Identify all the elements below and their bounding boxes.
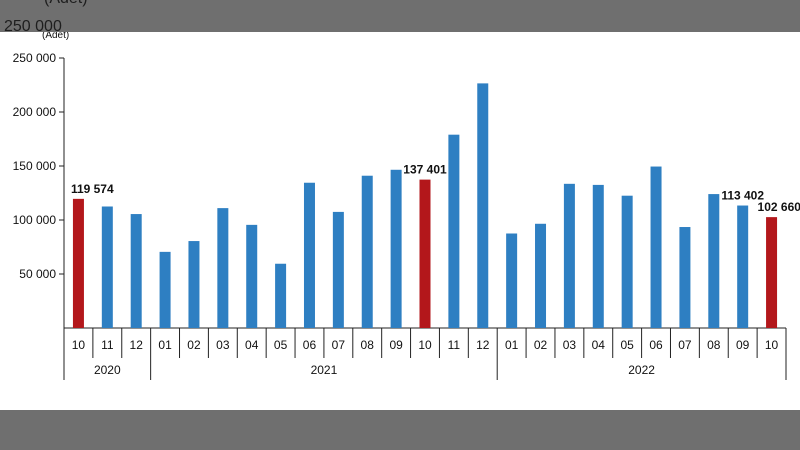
bars [72, 83, 778, 328]
bar [679, 227, 691, 328]
x-tick-label: 03 [216, 338, 230, 352]
x-tick-label: 02 [187, 338, 201, 352]
x-tick-label: 12 [476, 338, 490, 352]
data-label: 102 660 [758, 200, 800, 214]
y-tick-label: 50 000 [19, 267, 56, 281]
bar [101, 206, 113, 328]
bar [535, 223, 547, 328]
x-tick-label: 11 [101, 338, 114, 352]
data-label: 119 574 [71, 182, 114, 196]
x-tick-label: 01 [505, 338, 519, 352]
bar [246, 224, 258, 328]
y-tick-label: 250 000 [13, 51, 57, 65]
bar [130, 214, 142, 328]
chart-panel: 50 000 100 000 150 000 200 000 250 000 (Adet)… [0, 32, 800, 410]
x-tick-label: 12 [130, 338, 144, 352]
year-label: 2022 [628, 363, 655, 377]
bar [477, 83, 489, 328]
bar [563, 183, 575, 328]
labels: 50 000 100 000 150 000 200 000 250 000 (Adet)… [13, 32, 800, 377]
x-tick-label: 02 [534, 338, 548, 352]
data-label: 137 401 [403, 163, 447, 177]
x-tick-label: 11 [448, 338, 461, 352]
x-tick-label: 07 [678, 338, 692, 352]
x-tick-label: 01 [158, 338, 172, 352]
bar [650, 166, 662, 328]
bar [708, 194, 720, 328]
y-tick-label: 100 000 [13, 213, 57, 227]
x-tick-label: 09 [736, 338, 750, 352]
bar [361, 175, 373, 328]
ghost-unit-label: (Adet) [44, 0, 88, 8]
ghost-header: (Adet) 250 000 [0, 0, 800, 32]
bar [159, 251, 171, 328]
bar [303, 182, 315, 328]
bar-chart: 50 000 100 000 150 000 200 000 250 000 (Adet)… [13, 32, 800, 380]
x-tick-label: 04 [245, 338, 259, 352]
x-tick-label: 05 [274, 338, 288, 352]
bar [506, 233, 518, 328]
year-label: 2021 [311, 363, 338, 377]
bar [448, 134, 460, 328]
x-tick-label: 04 [592, 338, 606, 352]
x-tick-label: 10 [418, 338, 432, 352]
x-tick-label: 08 [707, 338, 721, 352]
x-tick-label: 05 [620, 338, 634, 352]
x-tick-label: 10 [72, 338, 86, 352]
ghost-top-tick: 250 000 [4, 18, 62, 32]
bar-highlight [766, 217, 778, 328]
bar [621, 195, 633, 328]
bar [188, 241, 200, 328]
bar [332, 211, 344, 328]
bar [390, 169, 402, 328]
x-tick-label: 03 [563, 338, 577, 352]
bar [737, 205, 749, 328]
data-label: 113 402 [721, 189, 764, 203]
bar-highlight [72, 198, 84, 328]
x-tick-label: 08 [361, 338, 375, 352]
y-tick-label: 150 000 [13, 159, 57, 173]
x-tick-label: 07 [332, 338, 346, 352]
x-tick-label: 09 [389, 338, 403, 352]
y-tick-label: 200 000 [13, 105, 57, 119]
x-tick-label: 10 [765, 338, 779, 352]
x-tick-label: 06 [303, 338, 317, 352]
bar [275, 263, 287, 328]
bar-highlight [419, 179, 431, 328]
x-tick-label: 06 [649, 338, 663, 352]
bar [217, 208, 229, 328]
bar [592, 184, 604, 328]
unit-label: (Adet) [42, 32, 69, 41]
year-label: 2020 [94, 363, 121, 377]
